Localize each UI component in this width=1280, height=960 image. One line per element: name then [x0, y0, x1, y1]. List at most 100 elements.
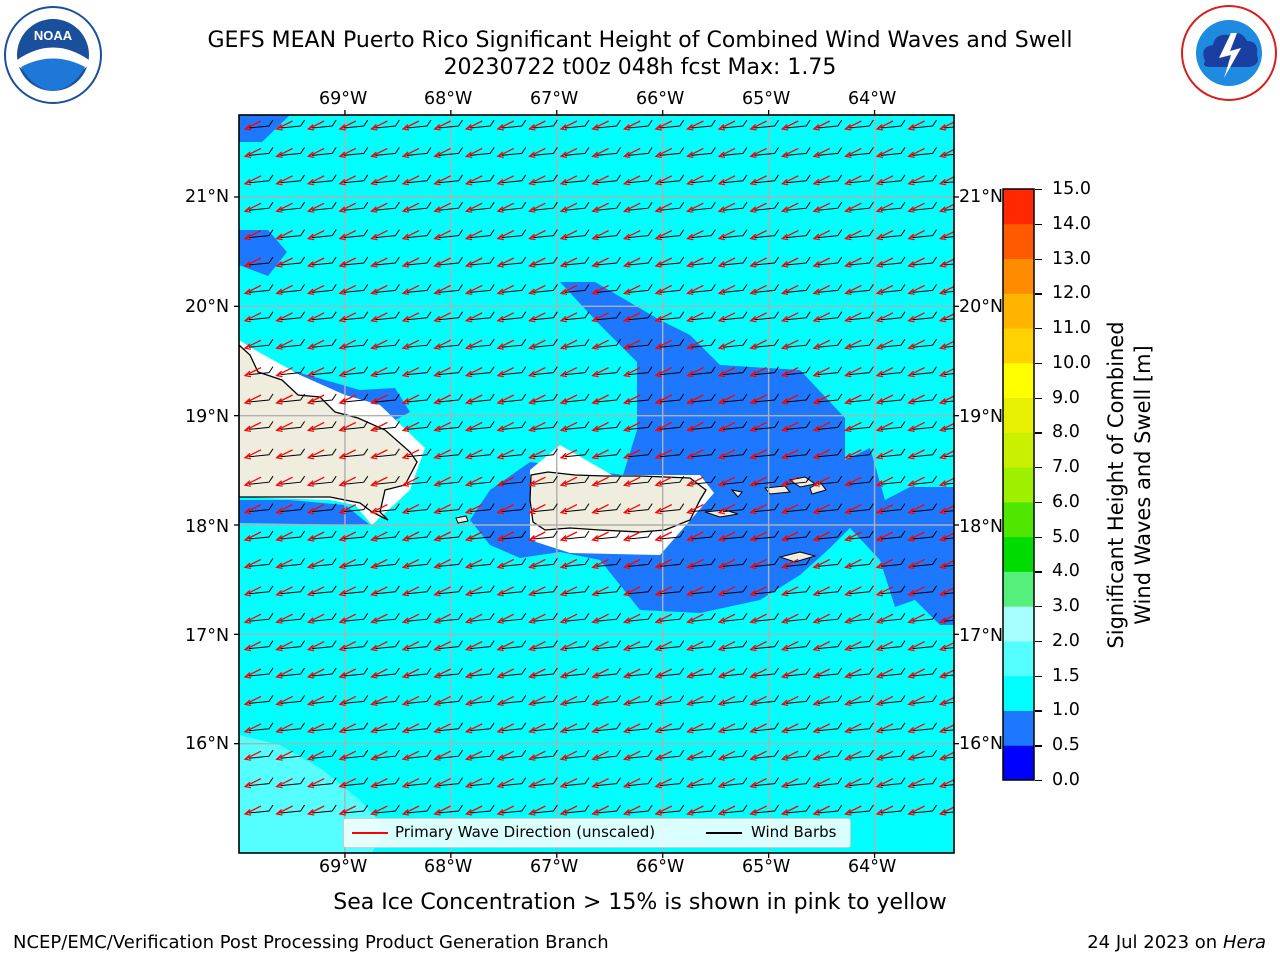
wave-direction-arrow [402, 668, 420, 678]
wave-direction-arrowhead [717, 781, 726, 789]
wave-direction-arrowhead [370, 672, 378, 679]
wave-direction-arrow [750, 339, 767, 349]
wind-barb [596, 174, 622, 184]
wind-barb [343, 558, 369, 567]
wave-direction-arrowhead [654, 562, 662, 569]
wave-direction-arrow [371, 394, 388, 404]
wind-barb [501, 612, 527, 622]
wave-direction-arrowhead [433, 452, 441, 460]
wind-barb [533, 722, 558, 732]
wave-direction-arrow [623, 202, 641, 212]
wave-direction-arrowhead [370, 617, 378, 624]
wind-barb [659, 119, 685, 129]
wave-direction-arrow [750, 586, 767, 596]
wave-direction-arrowhead [780, 535, 789, 542]
wave-direction-arrowhead [370, 644, 378, 652]
wave-direction-arrowhead [844, 754, 852, 761]
wave-direction-arrowhead [875, 343, 884, 350]
wave-direction-arrow [402, 695, 420, 705]
wave-direction-arrowhead [875, 151, 884, 158]
wind-barb [438, 174, 464, 184]
wind-barb [596, 119, 622, 129]
wind-barb [754, 421, 780, 430]
colorbar-tick-label: 11.0 [1052, 318, 1091, 339]
wave-direction-arrow [307, 394, 325, 404]
wind-barb [248, 722, 274, 732]
wind-barb [470, 804, 495, 814]
wave-direction-arrowhead [338, 535, 346, 542]
wave-direction-arrow [750, 476, 767, 486]
wave-direction-arrowhead [907, 781, 915, 789]
wind-barb [880, 174, 906, 184]
wind-barb [722, 393, 748, 403]
wave-direction-arrow [465, 257, 483, 267]
wind-barb [722, 421, 748, 430]
wind-barb [564, 804, 590, 814]
wind-barb [722, 585, 748, 595]
wind-barb [596, 147, 622, 156]
wave-direction-arrow [371, 531, 388, 541]
wave-direction-arrow [813, 504, 831, 514]
wind-barb [880, 338, 906, 348]
wave-direction-arrow [687, 394, 704, 404]
wave-direction-arrowhead [306, 535, 315, 542]
colorbar-tick-label: 6.0 [1052, 491, 1080, 512]
wave-direction-arrowhead [559, 452, 568, 460]
wave-direction-arrowhead [686, 726, 694, 734]
wave-direction-arrow [276, 723, 293, 733]
wave-direction-arrow [307, 230, 325, 240]
wave-direction-arrowhead [686, 178, 694, 186]
wind-barb [470, 421, 495, 430]
wind-barb [817, 503, 843, 513]
wind-barb [912, 147, 938, 156]
lat-tick-right: 17°N [959, 626, 1004, 646]
lat-tick-right: 20°N [959, 297, 1004, 317]
wave-direction-arrow [244, 202, 262, 212]
wave-direction-arrowhead [243, 151, 252, 158]
wave-direction-arrow [402, 175, 420, 185]
wave-direction-arrowhead [591, 206, 599, 213]
wave-direction-arrowhead [907, 507, 915, 515]
wind-barb [722, 174, 748, 184]
wind-barb [628, 667, 653, 677]
wave-direction-arrowhead [844, 672, 852, 679]
wave-direction-arrow [276, 257, 293, 267]
wave-direction-arrow [718, 641, 736, 651]
colorbar-segment [1003, 362, 1034, 399]
wave-direction-arrow [908, 284, 925, 294]
wave-direction-arrow [497, 504, 515, 514]
wave-direction-arrowhead [243, 233, 252, 241]
wave-direction-arrowhead [306, 261, 315, 268]
lon-tick-top: 66°W [636, 89, 685, 109]
wind-barb [533, 421, 558, 430]
wave-direction-arrow [781, 613, 799, 623]
wind-barb [880, 640, 906, 650]
wind-barb [912, 256, 938, 266]
wave-direction-arrow [813, 312, 831, 322]
wind-barb [754, 749, 780, 759]
wind-barb [849, 530, 874, 540]
wind-barb [501, 695, 527, 704]
wind-barb [564, 284, 590, 293]
wave-direction-arrowhead [496, 178, 504, 186]
wave-direction-arrow [623, 367, 641, 377]
wind-barb [944, 701, 954, 704]
wave-direction-arrowhead [338, 425, 346, 432]
wave-direction-arrowhead [496, 672, 504, 679]
wind-barb [786, 667, 811, 677]
colorbar [1002, 188, 1035, 781]
wave-direction-arrowhead [528, 343, 536, 350]
puerto-rico-land [529, 471, 707, 533]
wave-direction-arrowhead [464, 644, 473, 652]
wind-barb [786, 366, 811, 376]
wave-direction-arrowhead [780, 589, 789, 597]
wave-direction-arrow [687, 805, 704, 815]
wind-barb [343, 667, 369, 677]
wind-barb [912, 338, 938, 348]
wave-direction-arrow [402, 367, 420, 377]
wave-direction-arrow [465, 202, 483, 212]
wind-barb [501, 338, 527, 348]
wave-direction-arrowhead [717, 535, 726, 542]
wave-direction-arrow [497, 531, 515, 541]
wave-direction-arrowhead [686, 343, 694, 350]
